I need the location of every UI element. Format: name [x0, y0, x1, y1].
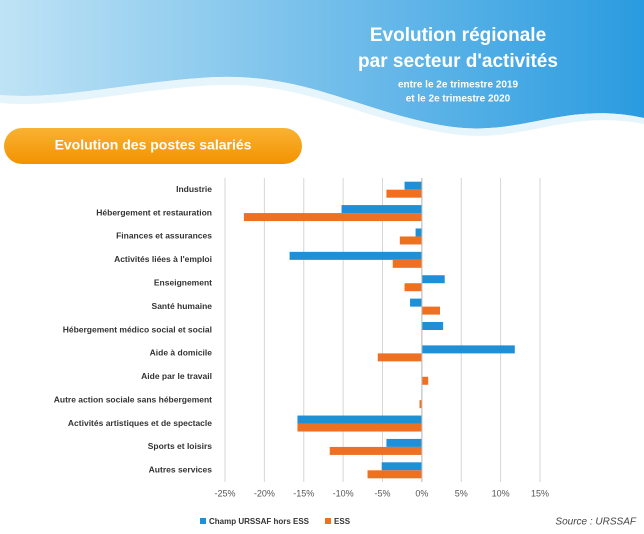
- title-line: Evolution régionale: [370, 25, 546, 46]
- bar: [386, 438, 422, 447]
- legend-label: ESS: [334, 517, 351, 526]
- subtitle-line: et le 2e trimestre 2020: [406, 94, 511, 105]
- x-tick-label: -15%: [293, 488, 314, 498]
- bar: [421, 275, 445, 284]
- x-tick-label: 5%: [455, 488, 468, 498]
- bar: [367, 470, 422, 479]
- category-label: Autre action sociale sans hébergement: [54, 394, 212, 404]
- bar: [419, 400, 422, 409]
- header-wave: [0, 0, 644, 129]
- x-tick-label: -25%: [214, 488, 235, 498]
- bar: [421, 376, 429, 385]
- bar: [415, 228, 422, 237]
- bar: [399, 236, 422, 245]
- category-label: Hébergement et restauration: [96, 207, 212, 217]
- bar: [392, 259, 422, 268]
- category-label: Aide à domicile: [150, 348, 213, 358]
- category-label: Autres services: [149, 465, 213, 475]
- bar: [410, 298, 422, 307]
- category-label: Industrie: [176, 184, 212, 194]
- category-label: Hébergement médico social et social: [63, 324, 212, 334]
- bar: [297, 415, 422, 424]
- category-label: Activités liées à l'emploi: [114, 254, 212, 264]
- bar: [421, 345, 515, 354]
- title-line: par secteur d'activités: [358, 51, 558, 72]
- bar: [377, 353, 422, 362]
- x-tick-label: -20%: [254, 488, 275, 498]
- section-banner: [4, 128, 302, 164]
- source: Source : URSSAF: [555, 517, 636, 528]
- bar: [421, 306, 440, 315]
- bar: [404, 283, 422, 292]
- bar: [386, 189, 422, 198]
- bar: [404, 181, 422, 190]
- bar: [243, 213, 422, 222]
- bar: [381, 462, 422, 471]
- bar: [341, 205, 422, 214]
- section-label: Evolution des postes salariés: [55, 137, 252, 153]
- bar: [329, 446, 422, 455]
- category-label: Aide par le travail: [141, 371, 212, 381]
- x-tick-label: 15%: [531, 488, 549, 498]
- bar: [289, 251, 422, 260]
- legend-swatch: [200, 518, 206, 524]
- category-label: Santé humaine: [152, 301, 213, 311]
- bar: [421, 322, 444, 330]
- category-label: Finances et assurances: [116, 231, 212, 241]
- bar: [297, 423, 422, 432]
- legend-swatch: [325, 518, 332, 524]
- category-label: Activités artistiques et de spectacle: [68, 418, 212, 428]
- category-label: Sports et loisirs: [148, 441, 213, 451]
- x-tick-label: -10%: [333, 488, 354, 498]
- legend-label: Champ URSSAF hors ESS: [209, 517, 310, 526]
- x-tick-label: 0%: [415, 488, 428, 498]
- x-tick-label: -5%: [374, 488, 390, 498]
- x-tick-label: 10%: [492, 488, 510, 498]
- category-label: Enseignement: [154, 277, 212, 287]
- subtitle-line: entre le 2e trimestre 2019: [398, 80, 519, 91]
